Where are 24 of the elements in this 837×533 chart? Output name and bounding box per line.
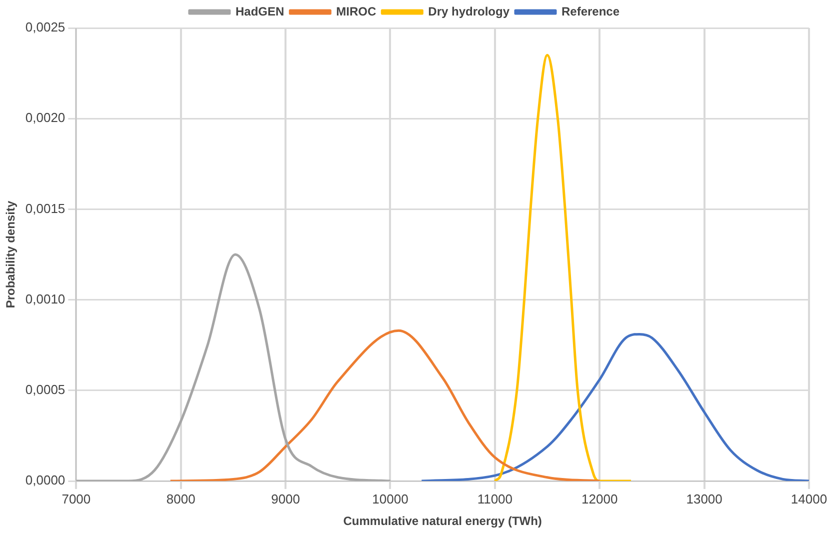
y-tick-label: 0,0005 xyxy=(25,382,66,397)
y-axis-title: Probability density xyxy=(4,200,18,308)
x-tick-label: 8000 xyxy=(166,491,196,506)
x-tick-label: 10000 xyxy=(372,491,408,506)
x-axis-title: Cummulative natural energy (TWh) xyxy=(343,514,542,528)
x-tick-label: 12000 xyxy=(582,491,618,506)
legend-label: Reference xyxy=(561,4,620,18)
legend-label: HadGEN xyxy=(235,4,284,18)
y-tick-label: 0,0000 xyxy=(25,472,66,488)
x-tick-label: 9000 xyxy=(271,491,300,506)
y-tick-label: 0,0025 xyxy=(25,20,66,35)
line-series xyxy=(169,329,601,481)
line-series xyxy=(76,253,392,481)
y-tick-label: 0,0010 xyxy=(25,291,66,306)
x-tick-label: 13000 xyxy=(686,491,722,506)
x-tick-label: 14000 xyxy=(790,491,828,506)
x-tick-label: 11000 xyxy=(477,491,513,506)
x-tick-label: 7000 xyxy=(62,491,91,506)
y-tick-label: 0,0020 xyxy=(25,110,66,126)
y-tick-label: 0,0015 xyxy=(25,200,66,216)
line-series xyxy=(494,54,632,481)
legend-label: MIROC xyxy=(336,4,376,18)
line-series xyxy=(420,332,809,481)
legend-label: Dry hydrology xyxy=(428,4,510,18)
